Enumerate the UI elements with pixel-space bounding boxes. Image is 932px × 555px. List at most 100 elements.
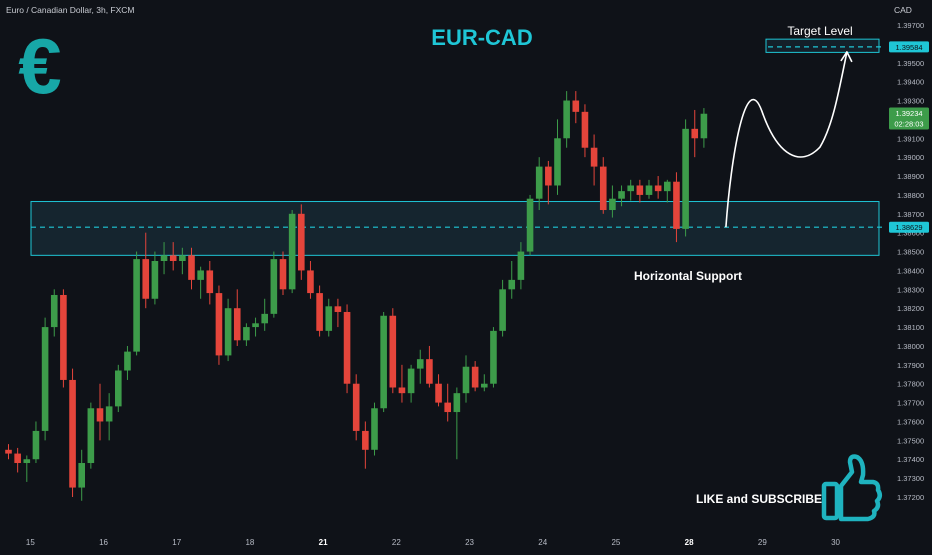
candle[interactable] xyxy=(462,355,470,403)
candle[interactable] xyxy=(426,345,433,388)
candle[interactable] xyxy=(270,251,278,318)
candle[interactable] xyxy=(636,179,644,203)
thumbs-up-icon[interactable] xyxy=(821,454,882,522)
candle[interactable] xyxy=(362,421,369,469)
candle[interactable] xyxy=(599,157,607,214)
candle[interactable] xyxy=(389,308,397,394)
candle[interactable] xyxy=(609,185,616,218)
candle-body xyxy=(325,306,333,331)
y-tick-label: 1.38400 xyxy=(897,266,924,275)
candle[interactable] xyxy=(215,285,223,365)
candle[interactable] xyxy=(115,364,122,413)
candle[interactable] xyxy=(590,134,598,186)
candle[interactable] xyxy=(444,383,451,422)
support-price-badge: 1.38629 xyxy=(889,221,929,233)
candle[interactable] xyxy=(69,368,76,497)
candle[interactable] xyxy=(572,91,580,124)
candle-body xyxy=(526,198,534,252)
candle[interactable] xyxy=(316,285,323,337)
candle[interactable] xyxy=(261,298,268,331)
candle[interactable] xyxy=(545,160,552,205)
x-tick-label: 23 xyxy=(465,538,474,547)
candle[interactable] xyxy=(169,242,177,271)
like-subscribe-text: LIKE and SUBSCRIBE xyxy=(696,492,822,506)
candle[interactable] xyxy=(252,317,259,337)
candle[interactable] xyxy=(334,298,342,328)
candle[interactable] xyxy=(197,266,204,299)
candle[interactable] xyxy=(60,289,67,388)
candle-body xyxy=(96,408,104,422)
candle[interactable] xyxy=(435,374,442,407)
candle[interactable] xyxy=(179,247,186,275)
candle[interactable] xyxy=(32,421,40,464)
x-tick-label: 22 xyxy=(392,538,401,547)
x-tick-label: 16 xyxy=(99,538,108,547)
candle[interactable] xyxy=(490,327,497,388)
candle[interactable] xyxy=(691,109,699,158)
candle[interactable] xyxy=(50,289,58,337)
candle[interactable] xyxy=(563,91,570,148)
candle-body xyxy=(673,181,680,229)
candle[interactable] xyxy=(151,251,159,305)
candle[interactable] xyxy=(416,349,424,384)
candle[interactable] xyxy=(682,119,689,237)
candle[interactable] xyxy=(160,242,168,275)
candle[interactable] xyxy=(206,261,214,305)
candle[interactable] xyxy=(618,185,625,207)
candle[interactable] xyxy=(243,323,250,346)
candle[interactable] xyxy=(700,108,708,148)
candle[interactable] xyxy=(87,402,95,469)
candle[interactable] xyxy=(343,304,351,394)
candle[interactable] xyxy=(654,176,662,199)
candle[interactable] xyxy=(517,242,525,290)
candle-body xyxy=(462,366,470,394)
candle[interactable] xyxy=(233,289,241,346)
candle[interactable] xyxy=(5,444,12,460)
candle[interactable] xyxy=(535,157,543,211)
candle[interactable] xyxy=(325,298,333,337)
candle[interactable] xyxy=(407,364,415,403)
candle[interactable] xyxy=(352,374,360,441)
candle[interactable] xyxy=(554,119,561,195)
x-tick-label: 17 xyxy=(172,538,181,547)
candle-body xyxy=(581,111,589,148)
candle[interactable] xyxy=(499,279,506,337)
candle[interactable] xyxy=(398,364,406,403)
candle-body xyxy=(69,379,76,488)
candle[interactable] xyxy=(664,179,671,203)
candle-body xyxy=(453,393,461,413)
candle[interactable] xyxy=(307,261,314,299)
candle[interactable] xyxy=(188,247,195,290)
y-tick-label: 1.39300 xyxy=(897,97,924,106)
candle[interactable] xyxy=(298,204,305,280)
candle[interactable] xyxy=(105,393,113,441)
candle[interactable] xyxy=(142,232,150,309)
candle[interactable] xyxy=(526,194,534,256)
candle[interactable] xyxy=(224,298,232,362)
candle[interactable] xyxy=(124,345,131,380)
candle[interactable] xyxy=(627,179,634,201)
candle[interactable] xyxy=(453,387,461,460)
candle-body xyxy=(233,308,241,341)
candle[interactable] xyxy=(581,104,589,158)
candle-body xyxy=(252,323,259,328)
candle-body xyxy=(664,181,671,192)
candle-body xyxy=(298,213,305,271)
candle[interactable] xyxy=(288,210,296,294)
candle[interactable] xyxy=(508,261,516,299)
candle[interactable] xyxy=(41,317,49,441)
candle[interactable] xyxy=(78,449,85,501)
candle[interactable] xyxy=(645,179,653,199)
candle[interactable] xyxy=(14,447,21,473)
candle[interactable] xyxy=(481,374,488,392)
candle[interactable] xyxy=(380,311,387,413)
candle[interactable] xyxy=(23,455,31,482)
candle[interactable] xyxy=(371,402,378,456)
candle[interactable] xyxy=(133,251,140,356)
candle[interactable] xyxy=(471,361,479,392)
candle[interactable] xyxy=(96,383,104,441)
candle[interactable] xyxy=(279,251,287,295)
candle[interactable] xyxy=(673,172,680,243)
candle-body xyxy=(224,308,232,356)
